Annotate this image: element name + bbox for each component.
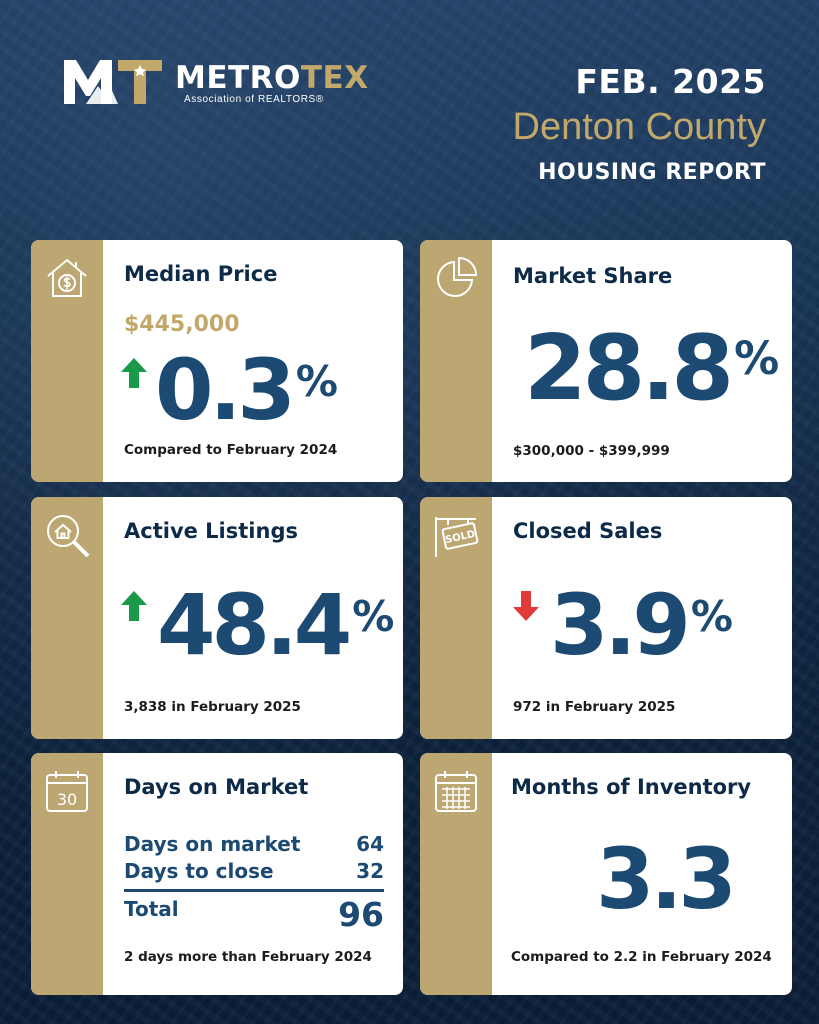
card-note: Compared to 2.2 in February 2024 [511,949,772,965]
calendar-30-icon: 30 [46,771,88,812]
report-month: FEB. 2025 [575,62,766,101]
card-title: Market Share [513,264,673,288]
arrow-up-icon [121,591,147,621]
dom-total-value: 96 [338,895,384,934]
closed-sales-card: SOLD Closed Sales 3.9% 972 in February 2… [420,497,792,739]
metrotex-logo: METROTEX Association of REALTORS® [62,56,382,110]
mt-logo-mark-icon [64,60,162,104]
card-note: 3,838 in February 2025 [124,699,301,715]
house-search-icon [47,515,90,558]
card-band [420,753,492,995]
closed-sales-change: 3.9% [550,576,733,674]
months-inventory-value: 3.3 [596,830,737,928]
card-title: Closed Sales [513,519,663,543]
card-title: Active Listings [124,519,298,543]
card-title: Months of Inventory [511,775,752,799]
sold-sign-icon: SOLD [435,517,479,557]
brand-name: METROTEX [175,60,369,96]
card-note: Compared to February 2024 [124,442,338,458]
card-note: 972 in February 2025 [513,699,676,715]
card-band [31,753,103,995]
arrow-down-icon [513,591,539,621]
median-price-change: 0.3% [155,341,338,439]
dom-divider [124,889,384,892]
median-price-value: $445,000 [124,312,240,337]
svg-text:30: 30 [57,790,77,809]
report-title: HOUSING REPORT [538,160,766,185]
card-band [420,497,492,739]
county-name: Denton County [512,106,767,148]
market-share-card: Market Share 28.8% $300,000 - $399,999 [420,240,792,482]
brand-subtitle: Association of REALTORS® [184,94,324,105]
pie-chart-icon [437,256,478,297]
days-on-market-card: 30 Days on Market Days on market 64 Days… [31,753,403,995]
card-note: 2 days more than February 2024 [124,949,372,965]
card-title: Median Price [124,262,278,286]
card-note: $300,000 - $399,999 [513,443,670,459]
median-price-card: Median Price $445,000 0.3% Compared to F… [31,240,403,482]
active-listings-change: 48.4% [157,576,395,674]
card-title: Days on Market [124,775,309,799]
arrow-up-icon [121,358,147,388]
house-dollar-icon [47,258,87,297]
market-share-value: 28.8% [524,316,780,421]
active-listings-card: Active Listings 48.4% 3,838 in February … [31,497,403,739]
months-inventory-card: Months of Inventory 3.3 Compared to 2.2 … [420,753,792,995]
calendar-grid-icon [435,771,477,812]
